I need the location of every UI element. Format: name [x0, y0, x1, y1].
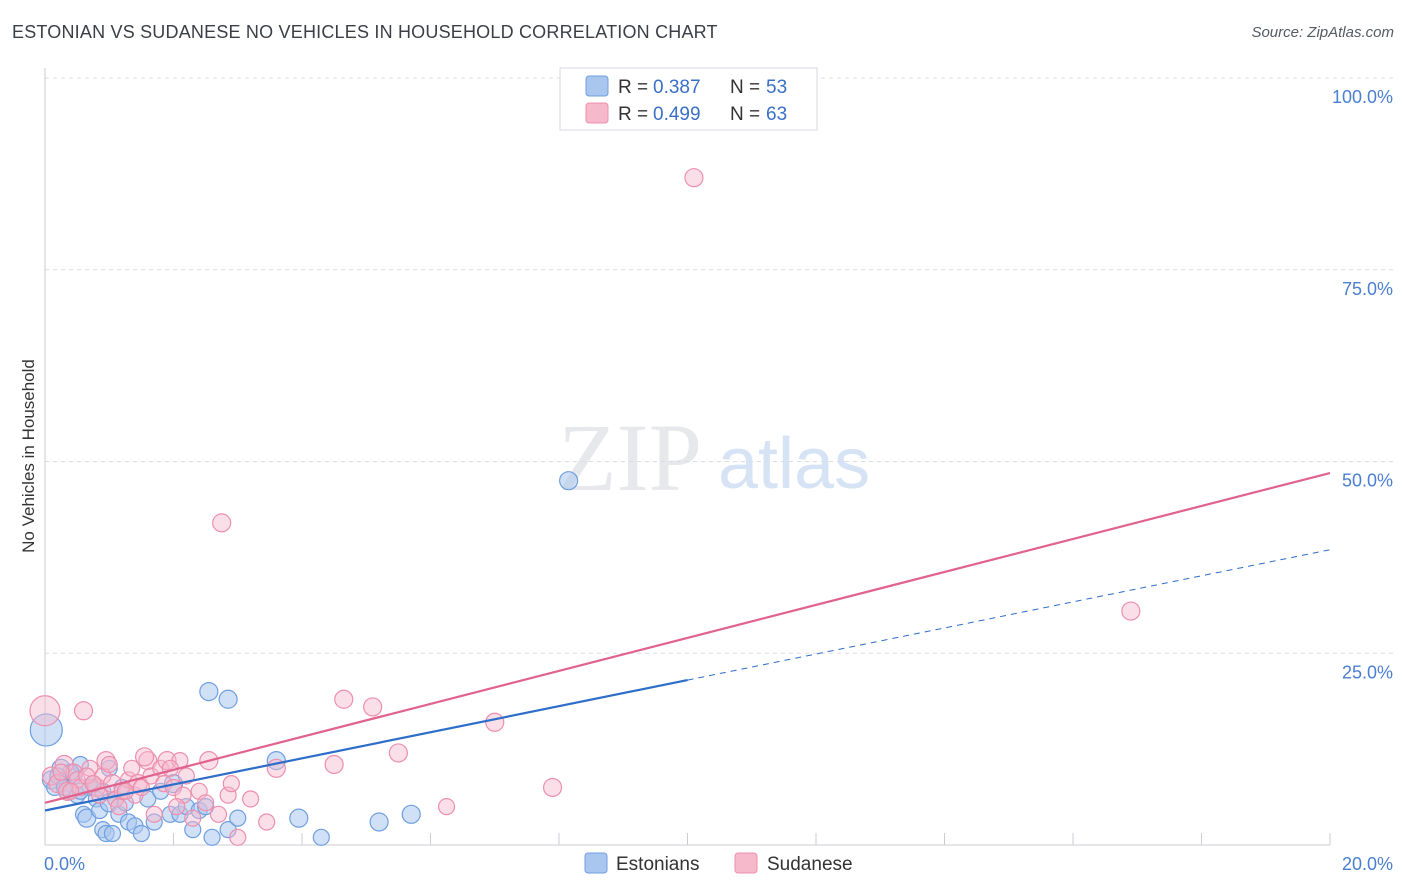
bottom-legend-estonians: Estonians: [616, 854, 699, 875]
sudanese-point: [222, 775, 240, 793]
sudanese-point: [123, 759, 141, 777]
sudanese-point: [100, 755, 118, 774]
estonians-point: [312, 828, 330, 846]
legend-r-label: R =: [618, 104, 648, 125]
sudanese-point: [134, 747, 155, 767]
estonians-point: [132, 824, 150, 843]
bottom-legend-swatch-estonians: [584, 852, 608, 874]
watermark-zip: ZIP: [558, 404, 702, 511]
sudanese-point: [110, 798, 128, 816]
watermark-atlas: atlas: [718, 424, 870, 504]
y-tick-label: 50.0%: [1342, 471, 1393, 491]
sudanese-point: [324, 754, 344, 775]
sudanese-point: [229, 828, 247, 846]
bottom-legend: Estonians Sudanese: [584, 852, 853, 875]
x-tick-label-min: 0.0%: [44, 854, 85, 874]
trend-lines: [44, 471, 1331, 812]
sudanese-point: [1121, 601, 1141, 621]
legend-swatch-estonians: [585, 75, 609, 97]
legend-swatch-sudanese: [585, 102, 609, 124]
sudanese-point: [41, 766, 62, 786]
y-tick-label: 100.0%: [1332, 87, 1393, 107]
sudanese-point: [73, 701, 94, 721]
sudanese-point: [168, 798, 186, 816]
estonians-point: [103, 824, 122, 843]
legend-n-label: N =: [730, 77, 760, 98]
bottom-legend-swatch-sudanese: [734, 852, 758, 874]
estonians-point: [229, 809, 247, 827]
sudanese-point: [542, 777, 563, 798]
sudanese-point: [197, 794, 215, 812]
chart-title: ESTONIAN VS SUDANESE NO VEHICLES IN HOUS…: [12, 22, 718, 42]
legend-r-label: R =: [618, 77, 648, 98]
estonians-trend-extension: [687, 549, 1331, 681]
sudanese-point: [684, 168, 704, 188]
sudanese-point: [485, 712, 505, 732]
sudanese-point: [184, 809, 202, 827]
estonians-point: [218, 689, 238, 709]
y-axis-label: No Vehicles in Household: [19, 359, 38, 553]
y-tick-label: 75.0%: [1342, 279, 1393, 299]
estonians-point: [199, 681, 219, 702]
estonians-point: [197, 798, 215, 816]
sudanese-point: [363, 697, 383, 717]
sudanese-point: [242, 790, 260, 808]
legend-r-value: 0.387: [653, 77, 701, 98]
source-label: Source: ZipAtlas.com: [1251, 24, 1394, 41]
y-tick-label: 25.0%: [1342, 662, 1393, 682]
estonians-trend-line: [44, 679, 688, 812]
estonians-point: [289, 808, 309, 828]
sudanese-point: [116, 782, 134, 800]
legend-n-value: 63: [766, 104, 787, 125]
legend-n-value: 53: [766, 77, 787, 98]
estonians-point: [559, 471, 579, 491]
x-tick-label-max: 20.0%: [1342, 854, 1393, 874]
legend-box: R = 0.387 N = 53 R = 0.499 N = 63: [559, 67, 818, 131]
legend-r-value: 0.499: [653, 104, 701, 125]
sudanese-point: [84, 775, 102, 793]
bottom-legend-sudanese: Sudanese: [767, 854, 853, 875]
sudanese-point: [145, 805, 163, 823]
estonians-point: [369, 812, 389, 832]
sudanese-point: [334, 689, 354, 709]
sudanese-point: [29, 695, 61, 727]
grid: 25.0% 50.0% 75.0% 100.0%: [45, 77, 1395, 682]
estonians-point: [401, 804, 421, 824]
sudanese-point: [212, 513, 232, 533]
sudanese-point: [388, 743, 408, 763]
sudanese-point: [209, 805, 228, 823]
sudanese-point: [52, 763, 70, 781]
sudanese-trend-line: [44, 471, 1331, 804]
legend-n-label: N =: [730, 104, 760, 125]
sudanese-point: [258, 813, 276, 831]
estonians-point: [203, 828, 221, 846]
sudanese-point: [437, 798, 456, 816]
